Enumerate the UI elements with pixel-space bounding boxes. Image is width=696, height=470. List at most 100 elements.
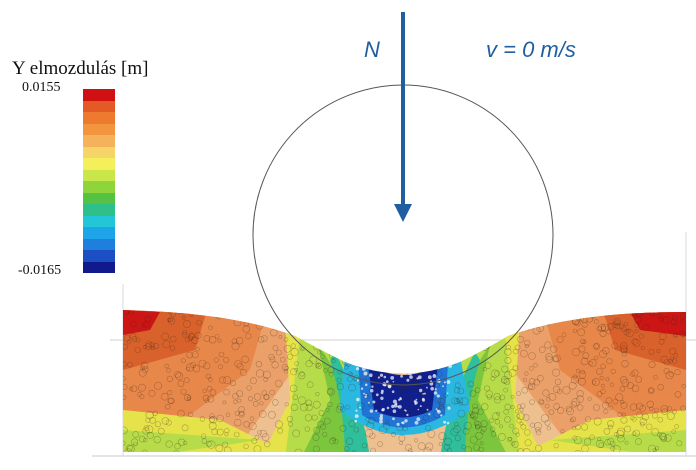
legend-color-scale <box>83 89 115 273</box>
soil-grain <box>216 428 224 436</box>
soil-grain <box>463 349 469 356</box>
soil-grain <box>661 408 668 415</box>
soil-grain <box>524 343 529 348</box>
soil-grain <box>340 406 346 412</box>
soil-grain <box>504 416 511 423</box>
soil-grain <box>464 446 472 452</box>
legend-swatch <box>83 238 115 250</box>
soil-void <box>448 364 453 368</box>
soil-grain <box>424 331 433 340</box>
soil-void <box>392 399 397 404</box>
soil-grain <box>660 405 669 413</box>
soil-void <box>428 413 431 416</box>
soil-grain <box>347 376 353 383</box>
soil-grain <box>490 369 500 378</box>
soil-grain <box>223 446 232 452</box>
soil-grain <box>448 338 453 343</box>
soil-grain <box>607 437 614 445</box>
soil-grain <box>620 401 628 409</box>
soil-grain <box>556 336 564 343</box>
soil-grain <box>474 421 482 428</box>
soil-void <box>392 368 396 371</box>
soil-grain <box>292 394 299 401</box>
soil-grain <box>625 329 634 338</box>
soil-grain <box>659 310 667 313</box>
soil-grain <box>514 409 519 414</box>
soil-grain <box>644 453 649 458</box>
soil-grain <box>548 392 557 401</box>
soil-grain <box>222 441 228 448</box>
legend-max-label: 0.0155 <box>22 80 61 95</box>
soil-grain <box>572 328 577 333</box>
soil-grain <box>553 403 560 410</box>
soil-grain <box>544 403 550 409</box>
soil-grain <box>243 421 250 428</box>
soil-grain <box>630 415 635 421</box>
soil-grain <box>124 448 133 452</box>
soil-grain <box>596 326 602 332</box>
soil-grain <box>475 431 483 440</box>
soil-grain <box>605 377 610 382</box>
soil-grain <box>126 444 135 452</box>
soil-grain <box>653 407 659 413</box>
soil-grain <box>166 367 171 373</box>
soil-grain <box>131 438 139 446</box>
soil-grain <box>224 428 230 434</box>
soil-grain <box>271 361 279 369</box>
soil-grain <box>527 384 533 390</box>
soil-void <box>401 421 405 425</box>
soil-grain <box>234 418 242 427</box>
soil-grain <box>269 356 276 363</box>
soil-grain <box>580 357 589 366</box>
soil-grain <box>562 386 571 395</box>
soil-grain <box>540 414 550 423</box>
soil-grain <box>403 361 409 367</box>
soil-grain <box>521 386 529 394</box>
soil-grain <box>552 314 557 319</box>
soil-grain <box>174 371 182 378</box>
soil-grain <box>524 429 531 436</box>
soil-grain <box>408 451 414 452</box>
soil-grain <box>552 356 559 363</box>
soil-grain <box>286 353 293 360</box>
soil-grain <box>248 396 254 402</box>
soil-grain <box>153 435 161 444</box>
soil-grain <box>130 321 137 328</box>
soil-grain <box>514 344 521 351</box>
soil-grain <box>331 359 336 364</box>
soil-void <box>393 370 396 373</box>
soil-grain <box>323 368 328 373</box>
soil-grain <box>432 313 441 322</box>
soil-grain <box>629 371 635 377</box>
soil-grain <box>364 320 372 329</box>
soil-grain <box>533 362 538 368</box>
legend-swatch <box>83 169 115 181</box>
soil-grain <box>600 383 605 388</box>
soil-grain <box>681 384 686 389</box>
soil-grain <box>149 416 156 424</box>
soil-grain <box>524 339 531 347</box>
soil-grain <box>277 427 284 434</box>
soil-grain <box>659 317 664 323</box>
soil-grain <box>679 330 686 337</box>
soil-grain <box>615 393 624 402</box>
soil-grain <box>427 430 436 438</box>
soil-grain <box>209 413 215 419</box>
soil-grain <box>640 345 645 350</box>
soil-grain <box>664 434 672 442</box>
soil-grain <box>284 366 289 371</box>
soil-grain <box>520 403 526 409</box>
soil-grain <box>234 410 240 416</box>
soil-void <box>426 386 428 389</box>
soil-grain <box>283 344 292 353</box>
soil-grain <box>252 401 259 407</box>
soil-grain <box>494 370 501 377</box>
soil-displacement-region <box>458 345 510 452</box>
soil-grain <box>434 325 441 332</box>
soil-grain <box>123 383 128 390</box>
soil-grain <box>621 360 629 368</box>
soil-grain <box>249 302 256 309</box>
soil-void <box>446 380 451 384</box>
soil-grain <box>660 355 669 364</box>
soil-grain <box>467 380 475 388</box>
